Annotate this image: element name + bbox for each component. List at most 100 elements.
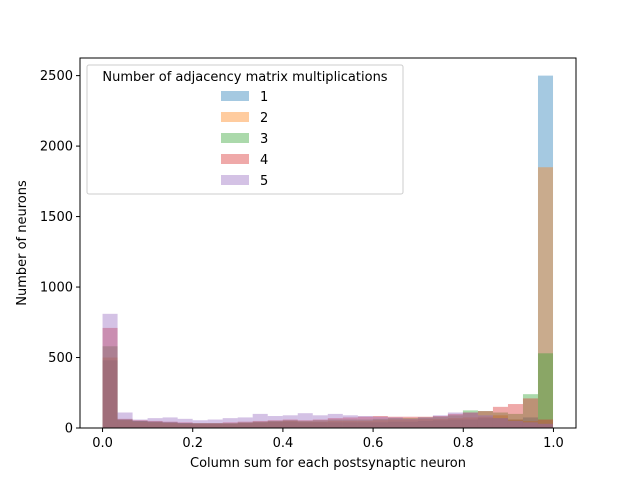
x-tick-label: 0.8 [453,436,474,451]
bar-series-3-bin-24 [462,410,478,428]
plot-frame [79,57,577,429]
x-axis-ticks: 0.0 0.2 0.4 0.6 0.8 1.0 [92,428,564,451]
bar-series-2-bin-8 [222,423,238,428]
bar-series-2-bin-7 [207,423,223,428]
bar-series-3-bin-20 [402,418,418,428]
bar-series-4-bin-29 [537,419,554,428]
bar-series-5-bin-10 [252,413,268,428]
bar-series-3-bin-21 [417,417,433,428]
bar-series-2-bin-1 [117,420,133,428]
bar-series-3-bin-23 [447,415,463,428]
bar-series-1-bin-22 [432,420,448,428]
bar-series-1-bin-28 [522,417,538,428]
x-tick-label: 0.0 [92,436,113,451]
bar-series-4-bin-12 [282,419,298,428]
bar-series-2-bin-9 [237,423,253,428]
bar-series-5-bin-26 [492,418,508,428]
legend-swatch-2 [221,112,249,122]
y-tick-label: 1500 [40,210,73,225]
bar-series-1-bin-6 [192,423,208,428]
bar-series-2-bin-13 [297,421,313,428]
bar-series-1-bin-7 [207,423,223,428]
legend-swatch-5 [221,175,249,185]
bar-series-1-bin-14 [312,422,328,428]
bar-series-2-bin-10 [252,422,268,428]
series-2 [102,167,554,429]
legend-swatch-3 [221,133,249,143]
bar-series-2-bin-29 [537,167,554,429]
legend-entries: 1 2 3 4 5 [221,90,268,189]
bar-series-5-bin-15 [327,413,343,428]
bar-series-1-bin-26 [492,418,508,428]
bar-series-2-bin-6 [192,423,208,428]
x-tick-label: 0.6 [363,436,384,451]
bar-series-2-bin-25 [477,416,493,428]
bar-series-4-bin-25 [477,411,493,428]
bars-layer [102,75,554,429]
bar-series-4-bin-0 [102,327,118,428]
bar-series-3-bin-17 [357,419,373,428]
series-1 [102,75,554,429]
bar-series-4-bin-4 [162,421,178,428]
bar-series-3-bin-4 [162,422,178,428]
bar-series-4-bin-22 [432,416,448,428]
bar-series-1-bin-10 [252,422,268,428]
bar-series-5-bin-27 [507,420,523,428]
bar-series-5-bin-14 [312,415,328,428]
bar-series-5-bin-25 [477,415,493,428]
bar-series-2-bin-16 [342,420,358,428]
bar-series-2-bin-28 [522,420,538,428]
bar-series-2-bin-14 [312,421,328,428]
bar-series-2-bin-5 [177,423,193,428]
x-tick-label: 0.2 [182,436,203,451]
bar-series-2-bin-22 [432,418,448,428]
bar-series-5-bin-4 [162,417,178,428]
bar-series-4-bin-14 [312,419,328,428]
bar-series-5-bin-1 [117,412,133,428]
bar-series-3-bin-9 [237,422,253,428]
bar-series-4-bin-13 [297,420,313,428]
bar-series-3-bin-0 [102,346,118,428]
bar-series-2-bin-26 [492,415,508,428]
bar-series-5-bin-28 [522,422,538,428]
bar-series-4-bin-20 [402,416,418,428]
bar-series-4-bin-2 [132,420,148,428]
y-tick-label: 500 [48,351,73,366]
bar-series-1-bin-15 [327,422,343,428]
legend-label-1: 1 [260,90,268,105]
y-tick-label: 2500 [40,69,73,84]
bar-series-1-bin-9 [237,423,253,428]
bar-series-1-bin-1 [117,419,133,428]
bar-series-4-bin-8 [222,422,238,428]
bar-series-1-bin-2 [132,420,148,428]
bar-series-4-bin-27 [507,404,523,428]
bar-series-3-bin-14 [312,420,328,428]
bar-series-4-bin-18 [372,416,388,428]
bar-series-4-bin-10 [252,420,268,428]
bar-series-5-bin-12 [282,415,298,428]
bar-series-2-bin-11 [267,421,283,428]
bar-series-4-bin-6 [192,423,208,428]
bar-series-1-bin-29 [537,75,554,429]
bar-series-5-bin-0 [102,313,118,428]
bar-series-3-bin-16 [342,419,358,428]
bar-series-1-bin-24 [462,419,478,428]
bar-series-4-bin-19 [387,416,403,428]
bar-series-4-bin-3 [147,420,163,428]
legend-box [86,64,404,195]
y-tick-label: 2000 [40,140,73,155]
bar-series-1-bin-20 [402,421,418,428]
legend-label-3: 3 [260,132,268,147]
bar-series-1-bin-12 [282,421,298,428]
bar-series-3-bin-1 [117,419,133,428]
bar-series-5-bin-7 [207,419,223,428]
bar-series-3-bin-3 [147,421,163,428]
bar-series-4-bin-16 [342,417,358,428]
bar-series-2-bin-17 [357,420,373,428]
bar-series-3-bin-27 [507,413,523,428]
bar-series-5-bin-9 [237,417,253,428]
legend-label-2: 2 [260,111,268,126]
bar-series-5-bin-2 [132,419,148,428]
legend-label-4: 4 [260,153,268,168]
